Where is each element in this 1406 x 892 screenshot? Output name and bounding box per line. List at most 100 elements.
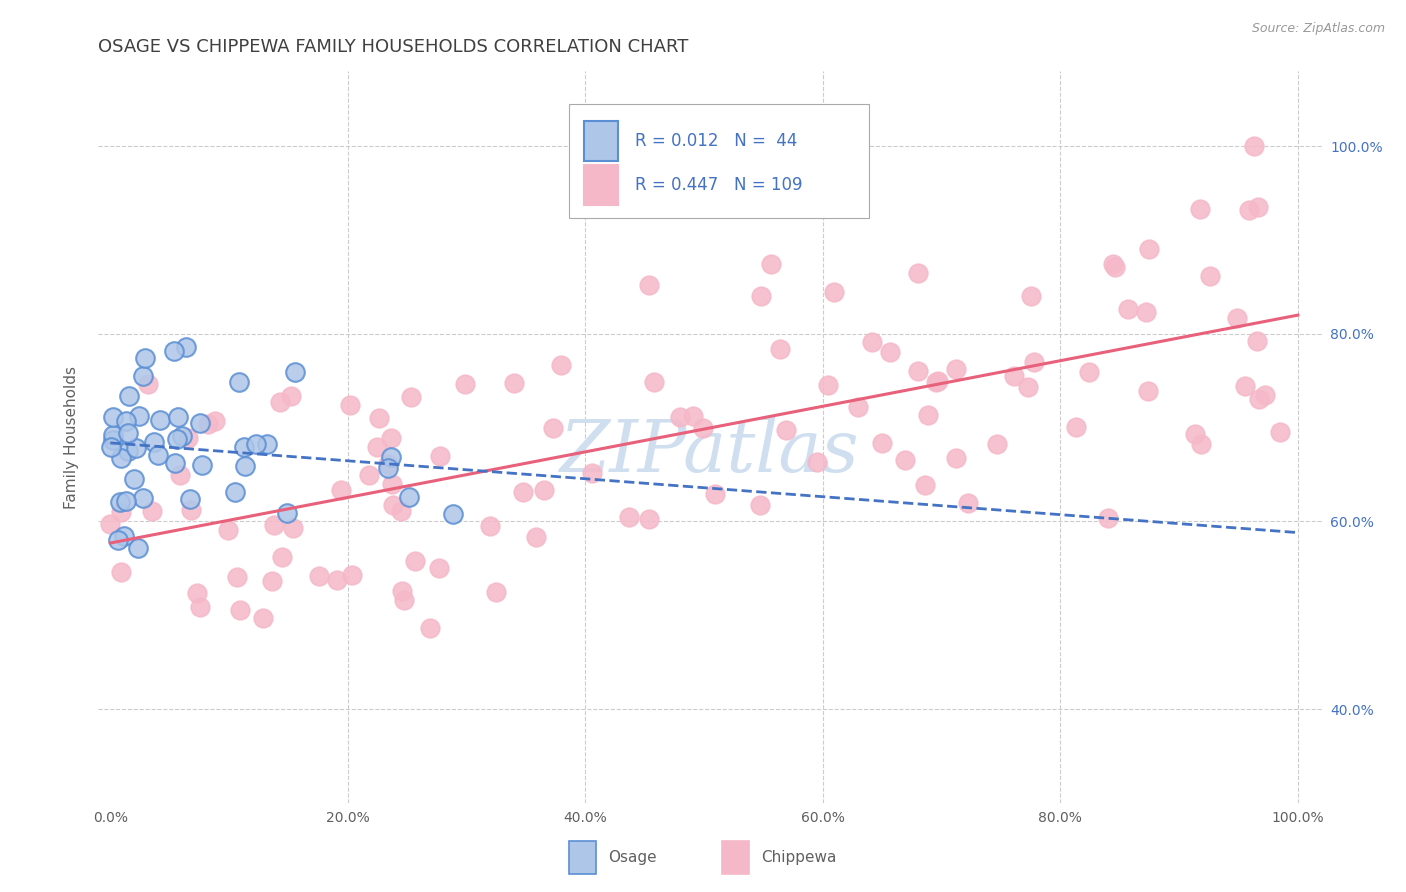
Point (917, 408, 939, 422)
Point (391, 583, 413, 598)
Point (823, 285, 845, 299)
Point (945, 362, 967, 376)
Point (1021, 288, 1043, 302)
Point (252, 611, 274, 625)
Point (101, 409, 124, 424)
Point (669, 409, 692, 424)
Point (1189, 202, 1212, 217)
Point (1104, 260, 1126, 275)
Point (188, 417, 211, 431)
Point (1078, 366, 1101, 380)
Point (1246, 334, 1268, 348)
Point (1135, 305, 1157, 319)
Point (503, 376, 526, 391)
Point (925, 375, 948, 389)
Point (692, 420, 714, 434)
Point (380, 431, 402, 445)
Point (1226, 311, 1249, 326)
Point (1199, 269, 1222, 284)
Point (176, 431, 198, 445)
Point (167, 409, 190, 424)
Text: Chippewa: Chippewa (762, 850, 837, 865)
Point (398, 490, 420, 504)
FancyBboxPatch shape (723, 841, 749, 874)
Point (682, 409, 704, 423)
Point (1189, 437, 1212, 451)
Point (637, 278, 659, 293)
Point (1022, 355, 1045, 369)
Point (112, 529, 135, 543)
Point (284, 365, 307, 379)
Point (860, 335, 883, 350)
Point (136, 376, 159, 391)
Point (619, 510, 641, 524)
Text: R = 0.012   N =  44: R = 0.012 N = 44 (636, 132, 797, 150)
Point (761, 257, 783, 271)
Point (146, 448, 169, 462)
Point (117, 425, 139, 440)
Point (127, 541, 149, 555)
Point (419, 621, 441, 635)
Point (381, 476, 404, 491)
Point (550, 358, 572, 372)
Point (117, 443, 139, 458)
Point (132, 369, 155, 384)
Point (775, 424, 797, 438)
Point (478, 519, 501, 533)
Point (101, 428, 124, 442)
Point (907, 266, 929, 280)
Point (224, 484, 246, 499)
Point (110, 450, 132, 465)
Point (165, 456, 187, 470)
Point (166, 433, 188, 447)
Point (262, 574, 284, 588)
Text: OSAGE VS CHIPPEWA FAMILY HOUSEHOLDS CORRELATION CHART: OSAGE VS CHIPPEWA FAMILY HOUSEHOLDS CORR… (98, 38, 689, 56)
Point (281, 521, 304, 535)
Point (1102, 257, 1125, 271)
Point (339, 398, 361, 412)
Point (377, 461, 399, 475)
FancyBboxPatch shape (583, 120, 619, 161)
Point (1237, 202, 1260, 217)
Point (276, 506, 298, 520)
Point (330, 483, 353, 497)
Point (100, 441, 122, 455)
Y-axis label: Family Households: Family Households (65, 366, 79, 508)
Point (1097, 510, 1119, 524)
Point (441, 508, 464, 522)
Point (377, 457, 399, 471)
Point (142, 435, 165, 450)
Point (704, 486, 727, 500)
Point (1137, 384, 1160, 399)
Point (399, 390, 422, 404)
Point (1268, 425, 1291, 439)
Point (1002, 369, 1025, 384)
Point (748, 498, 770, 512)
Point (1017, 380, 1039, 394)
Point (108, 494, 131, 508)
Point (229, 602, 252, 616)
Text: R = 0.447   N = 109: R = 0.447 N = 109 (636, 176, 803, 194)
Point (533, 483, 555, 498)
Point (280, 388, 302, 402)
Point (404, 554, 426, 568)
Point (188, 599, 211, 614)
Text: ZIPatlas: ZIPatlas (560, 417, 860, 487)
Point (179, 491, 201, 506)
Point (846, 400, 869, 414)
Point (340, 567, 363, 582)
Point (357, 468, 380, 483)
Point (643, 375, 665, 389)
Point (170, 429, 193, 443)
Point (986, 436, 1008, 450)
Text: Source: ZipAtlas.com: Source: ZipAtlas.com (1251, 22, 1385, 36)
Point (1137, 242, 1160, 256)
Point (581, 467, 603, 481)
Point (245, 437, 267, 451)
Point (872, 436, 894, 450)
Point (204, 414, 226, 428)
Point (233, 440, 256, 454)
Point (131, 491, 153, 505)
Point (186, 586, 208, 600)
Point (125, 441, 148, 455)
